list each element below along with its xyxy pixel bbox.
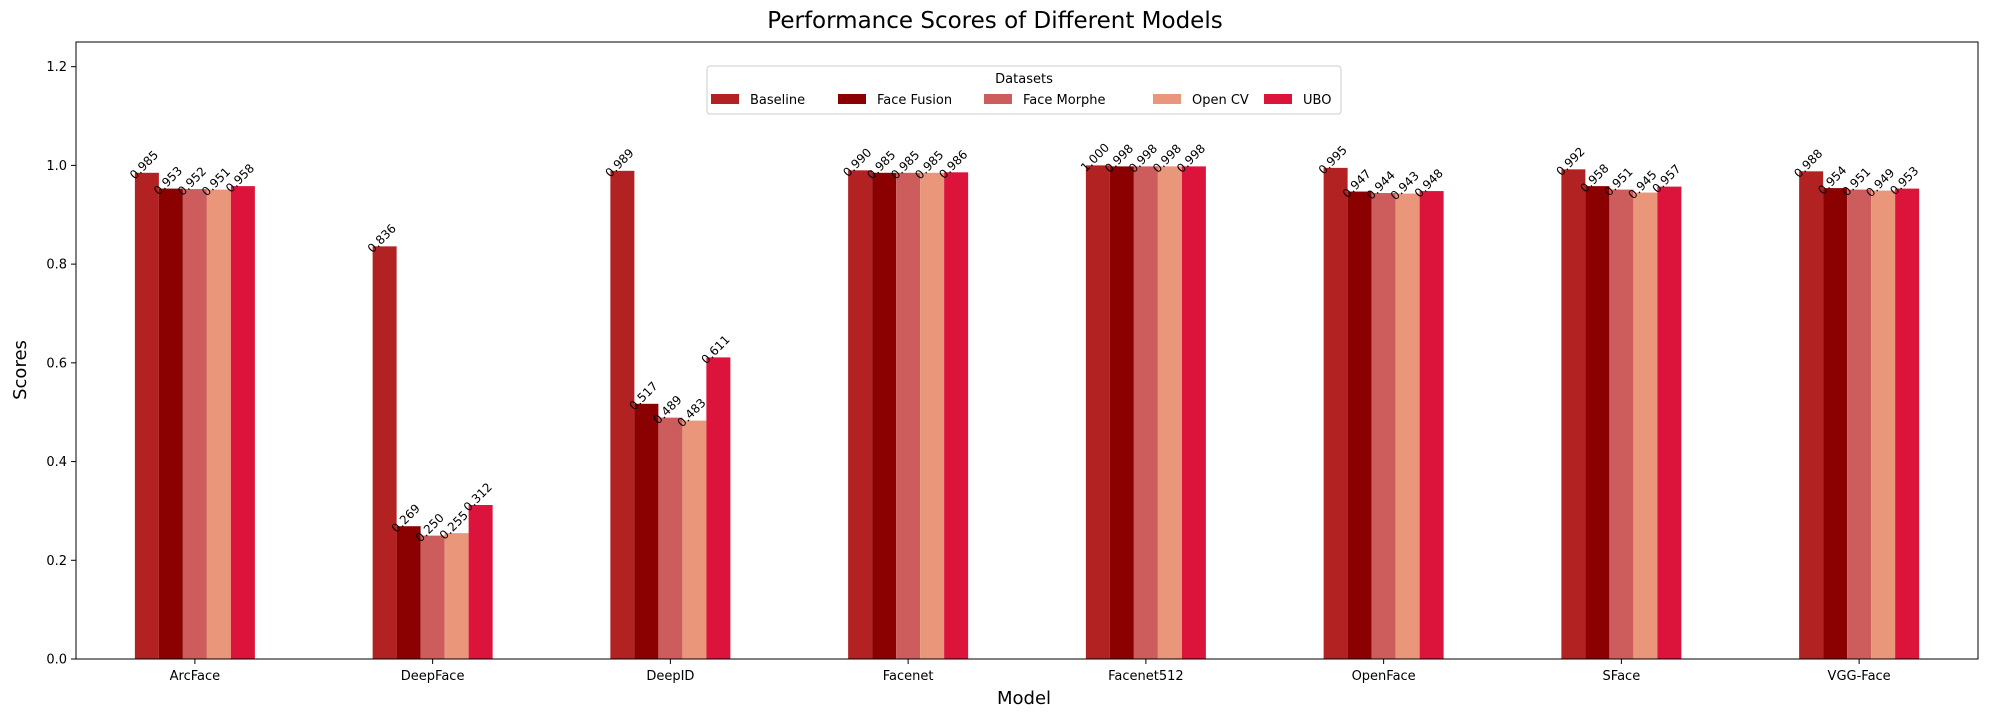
x-axis-label: Model [997,688,1051,709]
bar [610,170,635,659]
bar [468,505,493,659]
y-tick-label: 0.0 [46,653,67,668]
bar [1133,166,1158,659]
x-tick-label: DeepFace [401,669,465,684]
x-tick-label: ArcFace [170,669,221,684]
legend-swatch [838,94,866,104]
bar [1371,193,1396,660]
legend-swatch [1264,94,1292,104]
bar [182,189,207,659]
bar [1871,190,1896,659]
bar [134,172,159,660]
y-tick-label: 1.0 [46,159,67,174]
bar [1347,191,1372,659]
x-tick-label: SFace [1603,669,1641,684]
y-tick-label: 0.8 [46,258,67,273]
legend-entry: Face Morphe [1023,93,1106,108]
legend-entry: Face Fusion [877,93,952,108]
x-tick-label: OpenFace [1352,669,1416,684]
bar [920,172,945,660]
y-tick-label: 1.2 [46,60,67,75]
bar [658,417,683,659]
x-tick-label: Facenet512 [1108,669,1184,684]
bar [896,172,921,660]
legend-entry: UBO [1303,93,1331,108]
bar [1799,171,1824,659]
bar [1609,189,1634,659]
x-tick-label: DeepID [646,669,694,684]
y-axis-label: Scores [10,340,31,400]
bar [1633,192,1658,660]
bar [682,420,707,659]
bar [420,535,445,659]
legend-swatch [1153,94,1181,104]
plot-frame [75,41,1979,660]
bar [848,170,873,659]
bar [396,526,421,659]
y-tick-label: 0.6 [46,356,67,371]
bar [206,189,231,659]
legend-entry: Open CV [1192,93,1249,108]
bar [230,186,255,659]
bar [634,403,659,659]
x-tick-label: Facenet [883,669,934,684]
chart-title: Performance Scores of Different Models [767,8,1222,34]
y-tick-label: 0.2 [46,554,67,569]
legend-entry: Baseline [750,93,805,108]
bar [1895,188,1920,659]
bar [1157,166,1182,659]
x-tick-label: VGG-Face [1828,669,1891,684]
bar [872,172,897,660]
legend-title: Datasets [995,72,1053,87]
bar [1181,166,1206,659]
bar [1323,167,1348,659]
bar [1109,166,1134,659]
legend: Datasets Baseline Face Fusion Face Morphe Op… [706,65,1342,115]
bar [1847,189,1872,659]
bar [1561,169,1586,659]
bar [706,357,731,659]
bar [372,246,397,659]
bar [944,172,969,659]
bar [1585,186,1610,659]
y-tick-label: 0.4 [46,455,67,470]
bar [1657,186,1682,659]
bar [1419,191,1444,659]
bar [444,533,469,659]
legend-swatch [711,94,739,104]
bar [158,188,183,659]
bar [1395,193,1420,660]
bar [1823,188,1848,660]
bar [1085,165,1110,659]
legend-swatch [984,94,1012,104]
